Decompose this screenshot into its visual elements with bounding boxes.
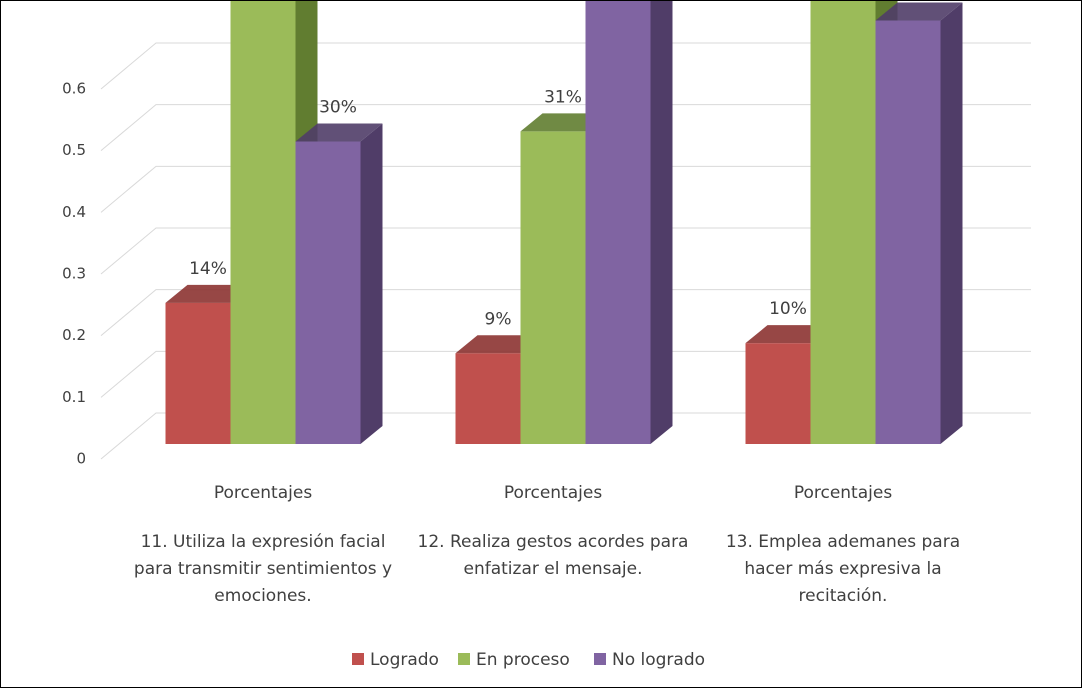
bar (585, 1, 651, 444)
value-label: 10% (769, 299, 807, 319)
bar (810, 1, 876, 444)
category-description: 12. Realiza gestos acordes para enfatiza… (417, 532, 689, 579)
grid-line (100, 412, 1031, 460)
y-tick-label: 0.4 (62, 203, 86, 221)
x-tick-label: Porcentajes (794, 483, 893, 503)
y-tick-label: 0 (76, 450, 86, 468)
legend-swatch (352, 653, 364, 665)
legend-swatch (458, 653, 470, 665)
x-tick-label: Porcentajes (214, 483, 313, 503)
bar-top (295, 123, 383, 142)
grid-line (100, 350, 1031, 398)
grid-line (100, 227, 1031, 275)
legend-label: En proceso (476, 650, 570, 670)
grid-line (100, 104, 1031, 152)
bar (520, 131, 586, 444)
bar (295, 141, 361, 444)
bar-top (875, 2, 963, 21)
bar-side (940, 2, 963, 444)
legend-label: No logrado (612, 650, 705, 670)
value-label: 30% (319, 98, 357, 118)
grid-line (100, 42, 1031, 90)
legend-label: Logrado (370, 650, 439, 670)
category-description: 13. Emplea ademanes para hacer más expre… (725, 532, 961, 606)
y-tick-label: 0.6 (62, 80, 86, 98)
y-tick-label: 0.3 (62, 265, 86, 283)
bar-side (360, 123, 383, 444)
bar (230, 1, 296, 445)
y-tick-label: 0.2 (62, 326, 86, 344)
bar (165, 302, 231, 444)
y-tick-label: 0.1 (62, 388, 86, 406)
bar (455, 353, 521, 444)
grid-line (100, 289, 1031, 337)
y-tick-label: 0.5 (62, 141, 86, 159)
value-label: 14% (189, 259, 227, 279)
legend-swatch (594, 653, 606, 665)
x-tick-label: Porcentajes (504, 483, 603, 503)
value-label: 31% (544, 87, 582, 107)
bar (745, 343, 811, 444)
value-label: 9% (485, 309, 512, 329)
bar (875, 20, 941, 444)
bar-side (650, 1, 673, 444)
grid-line (100, 165, 1031, 213)
category-description: 11. Utiliza la expresión facial para tra… (133, 532, 393, 606)
